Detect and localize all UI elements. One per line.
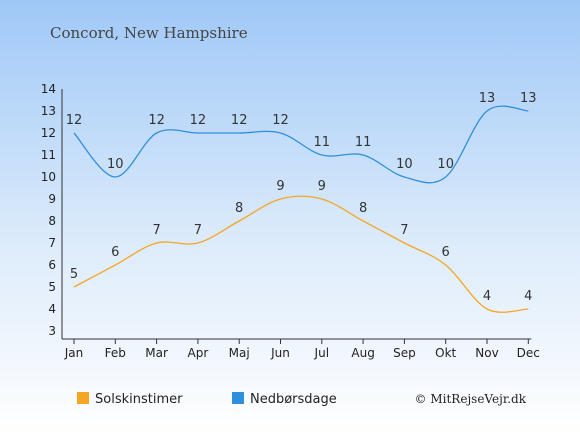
y-tick-label: 5 [48,280,56,294]
data-label-nedborsdage: 12 [148,113,165,128]
data-label-solskinstimer: 4 [524,289,532,304]
series-line-solskinstimer [73,195,529,313]
y-tick-label: 4 [48,302,56,316]
axes [61,89,532,344]
legend-label-nedborsdage: Nedbørsdage [250,392,337,407]
x-tick-label: Nov [475,346,498,360]
x-tick-label: Sep [393,346,416,360]
y-tick-label: 7 [48,236,56,250]
x-tick-label: Feb [105,346,126,360]
data-label-solskinstimer: 9 [276,179,284,194]
legend-label-solskinstimer: Solskinstimer [95,392,183,407]
data-label-solskinstimer: 6 [442,245,450,260]
y-tick-label: 9 [48,192,56,206]
data-label-solskinstimer: 6 [111,245,119,260]
legend: Solskinstimer Nedbørsdage [77,392,337,407]
x-tick-labels: Jan Feb Mar Apr Maj Jun Jul Aug Sep Okt Nov Dec [64,346,540,360]
data-label-solskinstimer: 5 [70,267,78,282]
y-tick-label: 13 [41,104,56,118]
x-tick-label: Okt [435,346,456,360]
y-tick-labels: 3 4 5 6 7 8 9 10 11 12 13 14 [41,82,56,338]
series-line-nedborsdage [73,105,529,184]
y-tick-label: 6 [48,258,56,272]
data-labels: 5 6 7 7 8 9 9 8 7 6 4 4 12 10 12 12 12 12 11 11 10 10 13 13 [66,91,537,304]
data-label-solskinstimer: 8 [235,201,243,216]
x-tick-label: Jun [270,346,290,360]
y-tick-label: 12 [41,126,56,140]
y-tick-label: 3 [48,324,56,338]
data-label-nedborsdage: 12 [66,113,83,128]
y-tick-label: 10 [41,170,56,184]
chart-title: Concord, New Hampshire [50,24,248,42]
data-label-nedborsdage: 13 [520,91,537,106]
data-label-solskinstimer: 7 [152,223,160,238]
x-tick-label: Jul [314,346,329,360]
y-tick-label: 8 [48,214,56,228]
data-label-solskinstimer: 9 [318,179,326,194]
data-label-solskinstimer: 7 [400,223,408,238]
data-label-nedborsdage: 11 [314,135,331,150]
credit-text: © MitRejseVejr.dk [415,392,527,406]
data-label-solskinstimer: 8 [359,201,367,216]
x-tick-label: Apr [188,346,209,360]
data-label-nedborsdage: 10 [107,157,124,172]
y-tick-label: 14 [41,82,56,96]
x-tick-label: Jan [64,346,84,360]
x-tick-label: Mar [145,346,168,360]
x-tick-label: Aug [351,346,374,360]
data-label-nedborsdage: 11 [355,135,372,150]
data-label-nedborsdage: 13 [479,91,496,106]
data-label-nedborsdage: 12 [190,113,207,128]
data-label-nedborsdage: 12 [272,113,289,128]
x-tick-label: Maj [229,346,250,360]
legend-swatch-solskinstimer [77,392,89,404]
x-tick-label: Dec [517,346,540,360]
series-lines [73,105,529,313]
data-label-nedborsdage: 10 [437,157,454,172]
data-label-nedborsdage: 10 [396,157,413,172]
legend-swatch-nedborsdage [232,392,244,404]
y-tick-label: 11 [41,148,56,162]
data-label-solskinstimer: 7 [194,223,202,238]
data-label-solskinstimer: 4 [483,289,491,304]
data-label-nedborsdage: 12 [231,113,248,128]
